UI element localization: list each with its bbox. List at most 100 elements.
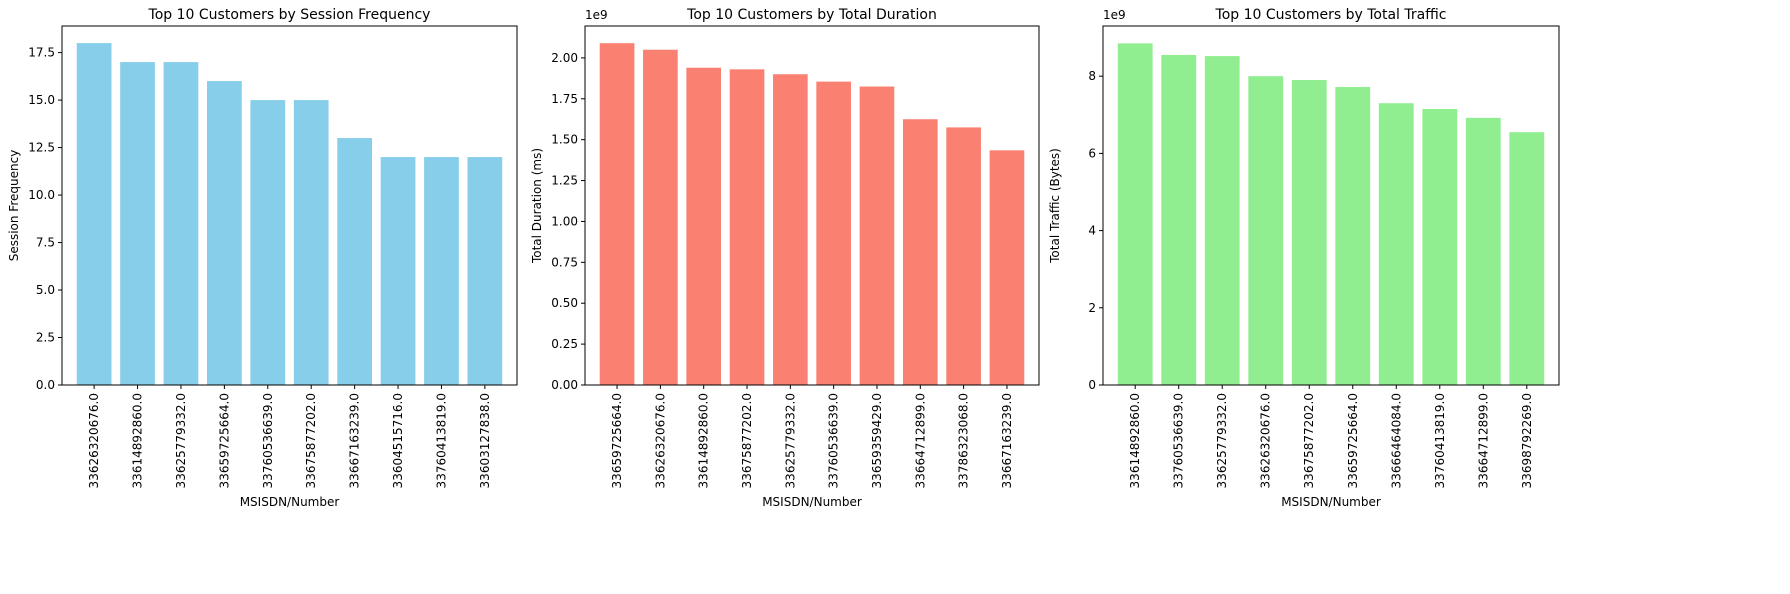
y-tick-label: 8: [1088, 69, 1096, 83]
y-tick-label: 1.50: [551, 133, 578, 147]
x-tick-label: 33659725664.0: [217, 393, 231, 488]
x-tick-label: 33625779332.0: [1215, 393, 1229, 488]
x-tick-label: 33614892860.0: [131, 393, 145, 488]
x-tick-label: 33760536639.0: [827, 393, 841, 488]
x-axis-label: MSISDN/Number: [762, 495, 862, 509]
bar: [902, 119, 938, 385]
y-tick-label: 12.5: [28, 141, 55, 155]
y-tick-label: 0.00: [551, 378, 578, 392]
chart-title: Top 10 Customers by Session Frequency: [148, 7, 431, 23]
x-tick-label: 33659359429.0: [870, 393, 884, 488]
y-tick-label: 6: [1088, 146, 1096, 160]
y-axis-label: Total Traffic (Bytes): [1048, 148, 1062, 264]
y-tick-label: 2: [1088, 301, 1096, 315]
bar: [773, 74, 808, 385]
axes-frame: [1102, 25, 1560, 386]
bar: [686, 67, 722, 386]
x-tick-label: 33659725664.0: [1346, 393, 1360, 488]
y-tick-label: 0.25: [551, 337, 578, 351]
y-tick-label: 15.0: [28, 93, 55, 107]
x-tick-label: 33760536639.0: [261, 393, 275, 488]
y-tick-label: 2.5: [36, 331, 55, 345]
bar: [989, 150, 1025, 385]
bar: [1509, 132, 1545, 385]
x-tick-label: 33659725664.0: [610, 393, 624, 488]
x-tick-label: 33603127838.0: [478, 393, 492, 488]
chart-panel-1: 0.0 2.5 5.0 7.5 10.0 12.5 15.0 17.5 33626320676.…: [7, 7, 518, 509]
axes-frame: [584, 25, 1040, 386]
y-tick-label: 10.0: [28, 188, 55, 202]
bar: [729, 69, 765, 385]
chart-panel-3: 0 2 4 6 8 33614892860.0 33760536639.0 336257793…: [1048, 7, 1560, 509]
bar: [337, 138, 372, 385]
bar: [120, 62, 155, 386]
y-tick-label: 7.5: [36, 236, 55, 250]
x-tick-label: 33698792269.0: [1520, 393, 1534, 488]
x-tick-label: 33675877202.0: [304, 393, 318, 488]
x-tick-label: 33675877202.0: [1302, 393, 1316, 488]
bar: [1204, 56, 1240, 386]
bar: [250, 100, 286, 385]
chart-panel-2: 0.00 0.25 0.50 0.75 1.00 1.25 1.50 1.75 2.00 3365…: [530, 7, 1040, 509]
bar: [467, 157, 503, 385]
y-tick-label: 17.5: [28, 46, 55, 60]
bar: [946, 127, 981, 386]
x-tick-label: 33664712899.0: [1476, 393, 1490, 488]
bar: [1378, 103, 1414, 385]
bar: [163, 62, 199, 386]
x-tick-label: 33604515716.0: [391, 393, 405, 488]
y-tick-label: 1.00: [551, 214, 578, 228]
axes-frame: [61, 25, 518, 386]
bar: [1335, 86, 1371, 386]
x-tick-label: 33667163239.0: [348, 393, 362, 488]
chart-title: Top 10 Customers by Total Traffic: [1215, 7, 1447, 23]
y-axis-label: Total Duration (ms): [530, 148, 544, 264]
x-tick-label: 33626320676.0: [87, 393, 101, 488]
x-tick-label: 33760413819.0: [1433, 393, 1447, 488]
x-tick-label: 33614892860.0: [697, 393, 711, 488]
bar: [1117, 43, 1153, 386]
x-tick-label: 33675877202.0: [740, 393, 754, 488]
x-axis-label: MSISDN/Number: [240, 495, 340, 509]
bar: [1465, 117, 1501, 386]
x-tick-label: 33667163239.0: [1000, 393, 1014, 488]
x-tick-label: 33666464084.0: [1389, 393, 1403, 488]
bar: [207, 81, 242, 385]
y-tick-label: 0: [1088, 378, 1096, 392]
bar: [424, 157, 459, 385]
bar: [859, 86, 895, 385]
x-tick-label: 33625779332.0: [783, 393, 797, 488]
y-tick-label: 0.0: [36, 378, 55, 392]
x-tick-label: 33760413819.0: [434, 393, 448, 488]
y-tick-label: 1.75: [551, 92, 578, 106]
x-tick-label: 33625779332.0: [174, 393, 188, 488]
y-offset-label: 1e9: [585, 8, 608, 22]
y-tick-label: 4: [1088, 224, 1096, 238]
x-tick-label: 33614892860.0: [1128, 393, 1142, 488]
bar: [643, 49, 678, 385]
bar: [1248, 76, 1284, 386]
bar: [1422, 108, 1458, 386]
bar: [76, 43, 112, 385]
y-tick-label: 5.0: [36, 283, 55, 297]
bar: [1161, 54, 1197, 385]
x-axis-label: MSISDN/Number: [1281, 495, 1381, 509]
x-tick-label: 33760536639.0: [1172, 393, 1186, 488]
y-tick-label: 1.25: [551, 174, 578, 188]
y-axis-label: Session Frequency: [7, 150, 21, 262]
x-tick-label: 33786323068.0: [957, 393, 971, 488]
y-tick-label: 0.75: [551, 255, 578, 269]
bar: [380, 157, 416, 385]
x-tick-label: 33664712899.0: [913, 393, 927, 488]
bar: [1291, 80, 1327, 385]
bar: [816, 81, 851, 386]
y-offset-label: 1e9: [1103, 8, 1126, 22]
y-tick-label: 2.00: [551, 51, 578, 65]
bar: [293, 100, 329, 385]
y-tick-label: 0.50: [551, 296, 578, 310]
x-tick-label: 33626320676.0: [1259, 393, 1273, 488]
bar: [599, 43, 635, 386]
x-tick-label: 33626320676.0: [653, 393, 667, 488]
